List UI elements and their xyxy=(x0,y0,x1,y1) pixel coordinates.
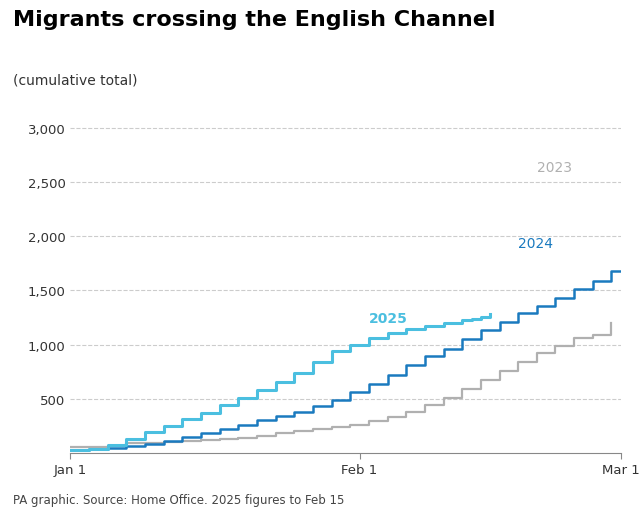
Text: 2024: 2024 xyxy=(518,237,553,251)
Text: 2023: 2023 xyxy=(537,161,572,175)
Text: PA graphic. Source: Home Office. 2025 figures to Feb 15: PA graphic. Source: Home Office. 2025 fi… xyxy=(13,494,344,506)
Text: Migrants crossing the English Channel: Migrants crossing the English Channel xyxy=(13,10,495,30)
Text: (cumulative total): (cumulative total) xyxy=(13,74,138,88)
Text: 2025: 2025 xyxy=(369,312,408,325)
